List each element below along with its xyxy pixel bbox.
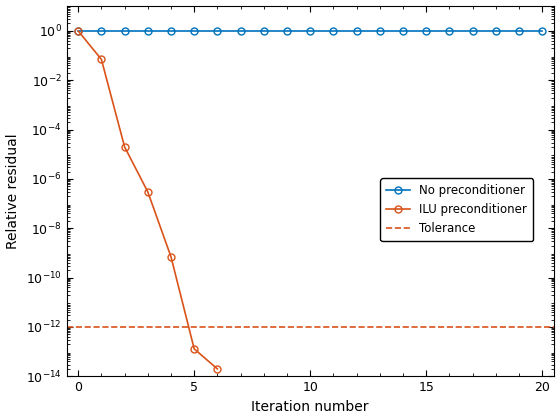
No preconditioner — [237, 29, 244, 34]
Line: ILU preconditioner: ILU preconditioner — [74, 27, 221, 373]
ILU preconditioner — [75, 29, 82, 34]
ILU preconditioner — [214, 366, 221, 371]
No preconditioner — [283, 29, 290, 34]
No preconditioner — [492, 29, 499, 34]
No preconditioner — [307, 29, 314, 34]
No preconditioner — [446, 29, 452, 34]
No preconditioner — [516, 29, 522, 34]
No preconditioner — [423, 29, 430, 34]
No preconditioner — [214, 29, 221, 34]
ILU preconditioner — [144, 189, 151, 194]
Legend: No preconditioner, ILU preconditioner, Tolerance: No preconditioner, ILU preconditioner, T… — [380, 178, 533, 241]
No preconditioner — [376, 29, 383, 34]
No preconditioner — [167, 29, 174, 34]
No preconditioner — [121, 29, 128, 34]
No preconditioner — [469, 29, 476, 34]
No preconditioner — [98, 29, 105, 34]
Line: No preconditioner: No preconditioner — [74, 27, 545, 34]
ILU preconditioner — [191, 346, 198, 352]
No preconditioner — [330, 29, 337, 34]
ILU preconditioner — [98, 57, 105, 62]
No preconditioner — [539, 29, 545, 34]
ILU preconditioner — [167, 254, 174, 259]
ILU preconditioner — [121, 144, 128, 150]
No preconditioner — [260, 29, 267, 34]
No preconditioner — [400, 29, 407, 34]
Tolerance — [98, 325, 105, 330]
No preconditioner — [144, 29, 151, 34]
Tolerance — [75, 325, 82, 330]
Y-axis label: Relative residual: Relative residual — [6, 134, 20, 249]
No preconditioner — [75, 29, 82, 34]
No preconditioner — [353, 29, 360, 34]
No preconditioner — [191, 29, 198, 34]
X-axis label: Iteration number: Iteration number — [251, 400, 369, 414]
